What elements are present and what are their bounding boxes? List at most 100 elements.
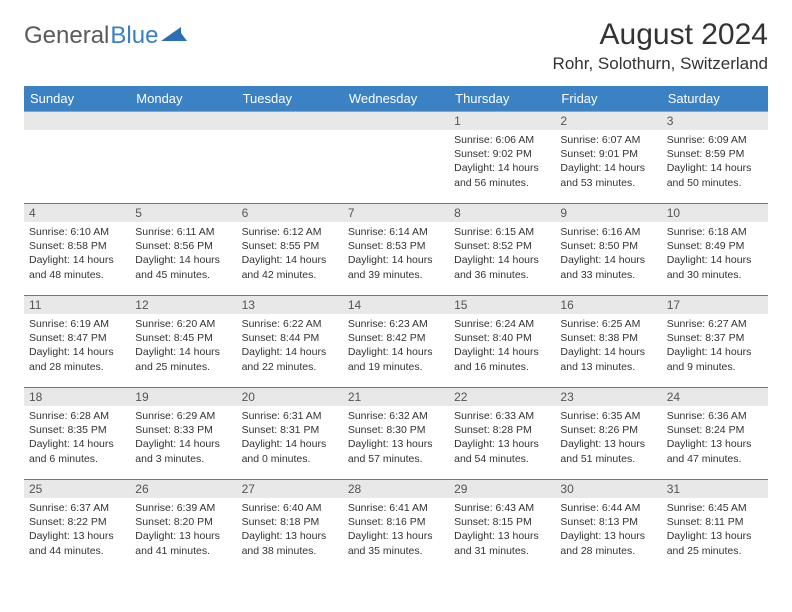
day-info: Sunrise: 6:23 AMSunset: 8:42 PMDaylight:…: [348, 317, 444, 374]
daylight-line2: and 36 minutes.: [454, 268, 550, 282]
logo-text-blue: Blue: [110, 22, 158, 50]
day-cell: 1Sunrise: 6:06 AMSunset: 9:02 PMDaylight…: [449, 112, 555, 204]
day-cell: 10Sunrise: 6:18 AMSunset: 8:49 PMDayligh…: [662, 204, 768, 296]
sunset-text: Sunset: 8:26 PM: [560, 423, 656, 437]
logo-text-general: General: [24, 22, 109, 50]
sunrise-text: Sunrise: 6:15 AM: [454, 225, 550, 239]
sunset-text: Sunset: 8:42 PM: [348, 331, 444, 345]
day-number: 17: [662, 296, 768, 314]
logo: GeneralBlue: [24, 18, 187, 50]
sunset-text: Sunset: 8:44 PM: [242, 331, 338, 345]
sunset-text: Sunset: 8:45 PM: [135, 331, 231, 345]
day-number: 25: [24, 480, 130, 498]
day-cell: 30Sunrise: 6:44 AMSunset: 8:13 PMDayligh…: [555, 480, 661, 572]
day-cell: 6Sunrise: 6:12 AMSunset: 8:55 PMDaylight…: [237, 204, 343, 296]
day-number: 3: [662, 112, 768, 130]
daylight-line2: and 16 minutes.: [454, 360, 550, 374]
daylight-line1: Daylight: 14 hours: [454, 345, 550, 359]
sunset-text: Sunset: 8:11 PM: [667, 515, 763, 529]
sunset-text: Sunset: 8:18 PM: [242, 515, 338, 529]
day-info: Sunrise: 6:36 AMSunset: 8:24 PMDaylight:…: [667, 409, 763, 466]
sunset-text: Sunset: 8:58 PM: [29, 239, 125, 253]
daylight-line2: and 28 minutes.: [560, 544, 656, 558]
day-number: 10: [662, 204, 768, 222]
day-cell: 16Sunrise: 6:25 AMSunset: 8:38 PMDayligh…: [555, 296, 661, 388]
daylight-line2: and 56 minutes.: [454, 176, 550, 190]
day-info: Sunrise: 6:29 AMSunset: 8:33 PMDaylight:…: [135, 409, 231, 466]
day-number: 22: [449, 388, 555, 406]
sunset-text: Sunset: 8:40 PM: [454, 331, 550, 345]
daylight-line1: Daylight: 14 hours: [454, 253, 550, 267]
daylight-line1: Daylight: 14 hours: [560, 161, 656, 175]
day-cell: 25Sunrise: 6:37 AMSunset: 8:22 PMDayligh…: [24, 480, 130, 572]
day-info: Sunrise: 6:20 AMSunset: 8:45 PMDaylight:…: [135, 317, 231, 374]
dow-friday: Friday: [555, 86, 661, 112]
day-info: Sunrise: 6:09 AMSunset: 8:59 PMDaylight:…: [667, 133, 763, 190]
daylight-line2: and 38 minutes.: [242, 544, 338, 558]
sunrise-text: Sunrise: 6:14 AM: [348, 225, 444, 239]
daylight-line1: Daylight: 14 hours: [29, 437, 125, 451]
day-num-empty: [130, 112, 236, 130]
sunrise-text: Sunrise: 6:19 AM: [29, 317, 125, 331]
daylight-line2: and 39 minutes.: [348, 268, 444, 282]
daylight-line1: Daylight: 14 hours: [242, 345, 338, 359]
day-cell: 21Sunrise: 6:32 AMSunset: 8:30 PMDayligh…: [343, 388, 449, 480]
day-cell: 4Sunrise: 6:10 AMSunset: 8:58 PMDaylight…: [24, 204, 130, 296]
daylight-line2: and 47 minutes.: [667, 452, 763, 466]
sunset-text: Sunset: 8:33 PM: [135, 423, 231, 437]
day-number: 11: [24, 296, 130, 314]
day-info: Sunrise: 6:43 AMSunset: 8:15 PMDaylight:…: [454, 501, 550, 558]
daylight-line1: Daylight: 14 hours: [560, 253, 656, 267]
day-info: Sunrise: 6:24 AMSunset: 8:40 PMDaylight:…: [454, 317, 550, 374]
daylight-line2: and 53 minutes.: [560, 176, 656, 190]
day-info: Sunrise: 6:35 AMSunset: 8:26 PMDaylight:…: [560, 409, 656, 466]
calendar-page: GeneralBlue August 2024 Rohr, Solothurn,…: [0, 0, 792, 582]
sunrise-text: Sunrise: 6:25 AM: [560, 317, 656, 331]
daylight-line2: and 50 minutes.: [667, 176, 763, 190]
day-number: 24: [662, 388, 768, 406]
sunrise-text: Sunrise: 6:36 AM: [667, 409, 763, 423]
day-number: 19: [130, 388, 236, 406]
sunset-text: Sunset: 8:15 PM: [454, 515, 550, 529]
day-number: 9: [555, 204, 661, 222]
sunrise-text: Sunrise: 6:06 AM: [454, 133, 550, 147]
dow-tuesday: Tuesday: [237, 86, 343, 112]
day-number: 2: [555, 112, 661, 130]
sunrise-text: Sunrise: 6:37 AM: [29, 501, 125, 515]
sunset-text: Sunset: 8:59 PM: [667, 147, 763, 161]
day-cell: 24 Sunrise: 6:36 AMSunset: 8:24 PMDayligh…: [662, 388, 768, 480]
daylight-line2: and 35 minutes.: [348, 544, 444, 558]
day-info: Sunrise: 6:12 AMSunset: 8:55 PMDaylight:…: [242, 225, 338, 282]
day-number: 16: [555, 296, 661, 314]
day-cell: 27Sunrise: 6:40 AMSunset: 8:18 PMDayligh…: [237, 480, 343, 572]
day-cell: 5Sunrise: 6:11 AMSunset: 8:56 PMDaylight…: [130, 204, 236, 296]
daylight-line1: Daylight: 14 hours: [135, 253, 231, 267]
title-block: August 2024 Rohr, Solothurn, Switzerland: [553, 18, 768, 74]
daylight-line1: Daylight: 13 hours: [454, 437, 550, 451]
sunset-text: Sunset: 8:53 PM: [348, 239, 444, 253]
day-info: Sunrise: 6:45 AMSunset: 8:11 PMDaylight:…: [667, 501, 763, 558]
day-num-empty: [343, 112, 449, 130]
daylight-line2: and 6 minutes.: [29, 452, 125, 466]
dow-thursday: Thursday: [449, 86, 555, 112]
daylight-line2: and 9 minutes.: [667, 360, 763, 374]
daylight-line1: Daylight: 14 hours: [667, 253, 763, 267]
sunrise-text: Sunrise: 6:33 AM: [454, 409, 550, 423]
dow-monday: Monday: [130, 86, 236, 112]
dow-header-row: Sunday Monday Tuesday Wednesday Thursday…: [24, 86, 768, 112]
day-number: 23: [555, 388, 661, 406]
day-number: 13: [237, 296, 343, 314]
day-num-empty: [24, 112, 130, 130]
sunrise-text: Sunrise: 6:16 AM: [560, 225, 656, 239]
sunrise-text: Sunrise: 6:07 AM: [560, 133, 656, 147]
sunset-text: Sunset: 8:20 PM: [135, 515, 231, 529]
daylight-line2: and 31 minutes.: [454, 544, 550, 558]
dow-wednesday: Wednesday: [343, 86, 449, 112]
sunset-text: Sunset: 8:22 PM: [29, 515, 125, 529]
logo-triangle-icon: [161, 20, 187, 48]
sunrise-text: Sunrise: 6:45 AM: [667, 501, 763, 515]
day-cell: 9Sunrise: 6:16 AMSunset: 8:50 PMDaylight…: [555, 204, 661, 296]
daylight-line1: Daylight: 13 hours: [348, 529, 444, 543]
sunrise-text: Sunrise: 6:23 AM: [348, 317, 444, 331]
daylight-line2: and 57 minutes.: [348, 452, 444, 466]
